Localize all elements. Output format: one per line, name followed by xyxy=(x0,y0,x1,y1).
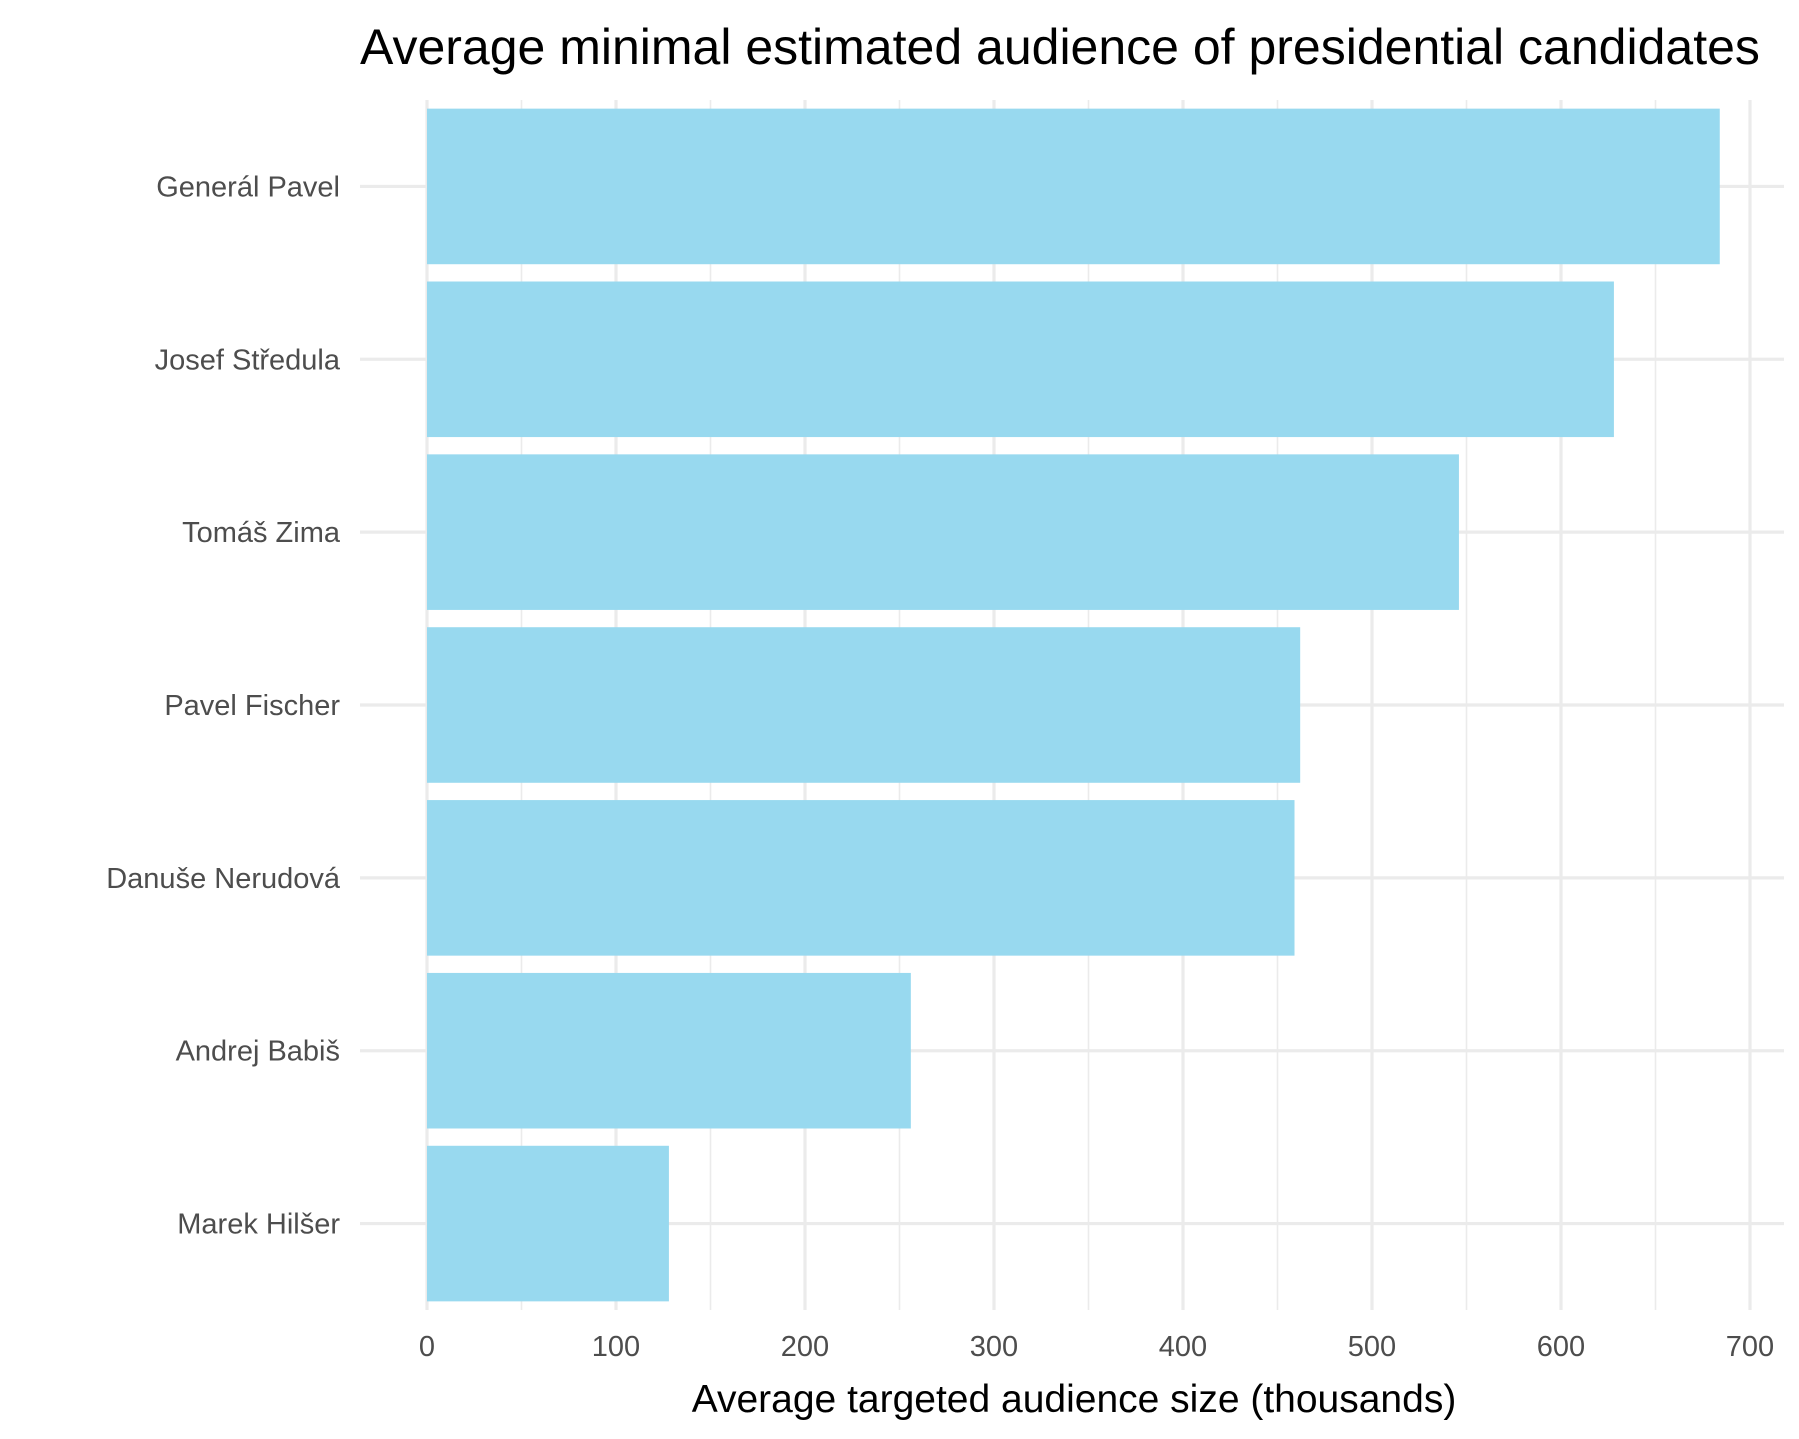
bar-6 xyxy=(427,1145,669,1302)
chart-title: Average minimal estimated audience of pr… xyxy=(360,19,1760,75)
y-axis-tick-labels: Generál Pavel Josef Středula Tomáš Zima Pav… xyxy=(106,171,341,1240)
y-tick-label: Danuše Nerudová xyxy=(106,863,341,895)
bar-2 xyxy=(427,454,1459,610)
y-tick-label: Marek Hilšer xyxy=(177,1209,340,1241)
y-tick-label: Josef Středula xyxy=(155,344,341,376)
x-tick-label: 700 xyxy=(1726,1331,1774,1363)
bar-4 xyxy=(427,800,1295,956)
y-tick-label: Andrej Babiš xyxy=(176,1036,340,1068)
x-axis-title: Average targeted audience size (thousand… xyxy=(692,1378,1457,1421)
y-tick-label: Tomáš Zima xyxy=(182,517,341,549)
x-tick-label: 600 xyxy=(1537,1331,1585,1363)
x-tick-label: 400 xyxy=(1159,1331,1207,1363)
x-tick-label: 500 xyxy=(1348,1331,1396,1363)
bar-0 xyxy=(427,108,1720,265)
y-tick-label: Generál Pavel xyxy=(156,171,340,203)
x-tick-label: 0 xyxy=(419,1331,435,1363)
bar-1 xyxy=(427,281,1614,438)
x-tick-label: 100 xyxy=(592,1331,640,1363)
x-tick-label: 200 xyxy=(781,1331,829,1363)
bars xyxy=(427,108,1720,1302)
y-tick-label: Pavel Fischer xyxy=(164,690,340,722)
x-tick-label: 300 xyxy=(970,1331,1018,1363)
bar-3 xyxy=(427,627,1301,783)
bar-5 xyxy=(427,972,911,1129)
x-axis-tick-labels: 0 100 200 300 400 500 600 700 xyxy=(419,1331,1774,1363)
